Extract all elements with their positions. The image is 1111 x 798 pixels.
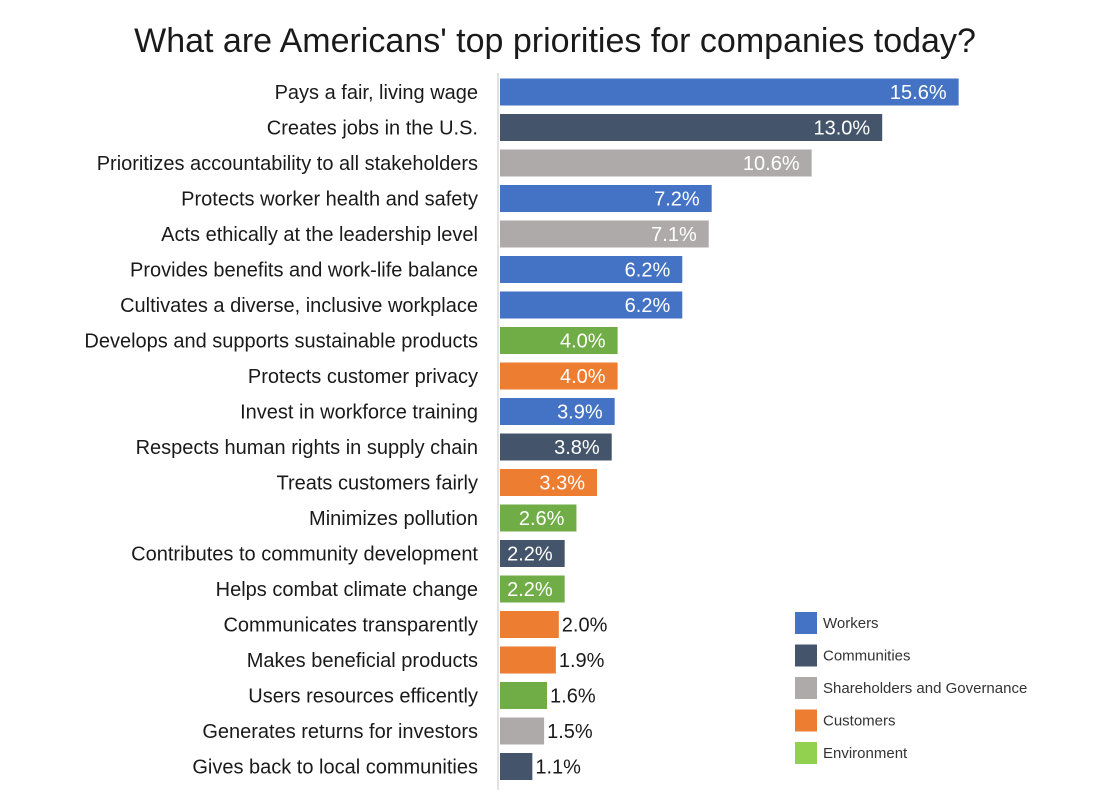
data-label: 7.2% [654, 189, 700, 211]
data-label: 15.6% [890, 82, 947, 104]
legend-swatch [795, 677, 817, 699]
legend-label: Environment [823, 745, 908, 762]
bar [500, 362, 618, 390]
data-label: 4.0% [560, 366, 606, 388]
category-label: Respects human rights in supply chain [136, 437, 478, 459]
category-label: Develops and supports sustainable produc… [84, 331, 478, 353]
data-label: 2.2% [507, 544, 553, 566]
bar [500, 646, 556, 674]
chart-title: What are Americans' top priorities for c… [134, 22, 976, 60]
category-label: Prioritizes accountability to all stakeh… [97, 153, 478, 175]
bar [500, 256, 683, 283]
category-label: Treats customers fairly [276, 473, 478, 495]
legend-label: Shareholders and Governance [823, 680, 1027, 697]
category-label: Helps combat climate change [216, 579, 478, 601]
bar [500, 469, 598, 496]
category-label: Generates returns for investors [202, 721, 478, 743]
category-label: Contributes to community development [131, 544, 478, 566]
data-label: 7.1% [651, 224, 697, 246]
category-label: Creates jobs in the U.S. [267, 118, 478, 140]
bar [500, 611, 559, 638]
bar [500, 78, 959, 106]
data-label: 1.5% [547, 721, 593, 743]
data-label: 6.2% [625, 295, 671, 317]
legend-label: Communities [823, 648, 911, 665]
category-label: Invest in workforce training [240, 402, 478, 424]
data-label: 10.6% [743, 153, 800, 175]
legend-swatch [795, 742, 817, 764]
data-label: 4.0% [560, 331, 606, 353]
data-label: 2.6% [519, 508, 565, 530]
data-label: 2.0% [562, 615, 608, 637]
bar [500, 504, 577, 532]
data-label: 1.9% [559, 650, 605, 672]
bar [500, 185, 712, 212]
bar [500, 398, 615, 425]
bar [500, 220, 709, 248]
category-label: Pays a fair, living wage [275, 82, 478, 104]
category-label: Cultivates a diverse, inclusive workplac… [120, 295, 478, 317]
category-label: Acts ethically at the leadership level [161, 224, 478, 246]
bar [500, 149, 812, 177]
bar [500, 682, 548, 709]
data-label: 1.6% [550, 686, 596, 708]
data-label: 2.2% [507, 579, 553, 601]
category-label: Communicates transparently [223, 615, 478, 637]
bar [500, 114, 883, 141]
legend-swatch [795, 644, 817, 667]
bars-group: Pays a fair, living wage 15.6% Creates job… [84, 78, 959, 780]
category-label: Protects worker health and safety [181, 189, 478, 211]
bar [500, 753, 533, 780]
bar [500, 433, 612, 461]
bar [500, 327, 618, 354]
category-label: Makes beneficial products [247, 650, 478, 672]
bar [500, 575, 565, 603]
legend-label: Customers [823, 713, 896, 730]
legend: Workers Communities Shareholders and Gover… [795, 612, 1027, 764]
category-label: Gives back to local communities [192, 757, 478, 779]
bar [500, 291, 683, 319]
data-label: 3.8% [554, 437, 600, 459]
legend-swatch [795, 612, 817, 634]
legend-swatch [795, 709, 817, 732]
data-label: 1.1% [535, 757, 581, 779]
data-label: 13.0% [813, 118, 870, 140]
category-label: Minimizes pollution [309, 508, 478, 530]
data-label: 6.2% [625, 260, 671, 282]
bar [500, 717, 545, 745]
legend-label: Workers [823, 615, 879, 632]
category-label: Users resources efficently [248, 686, 478, 708]
category-label: Protects customer privacy [248, 366, 478, 388]
bar [500, 540, 565, 567]
data-label: 3.3% [539, 473, 585, 495]
data-label: 3.9% [557, 402, 603, 424]
category-label: Provides benefits and work-life balance [130, 260, 478, 282]
